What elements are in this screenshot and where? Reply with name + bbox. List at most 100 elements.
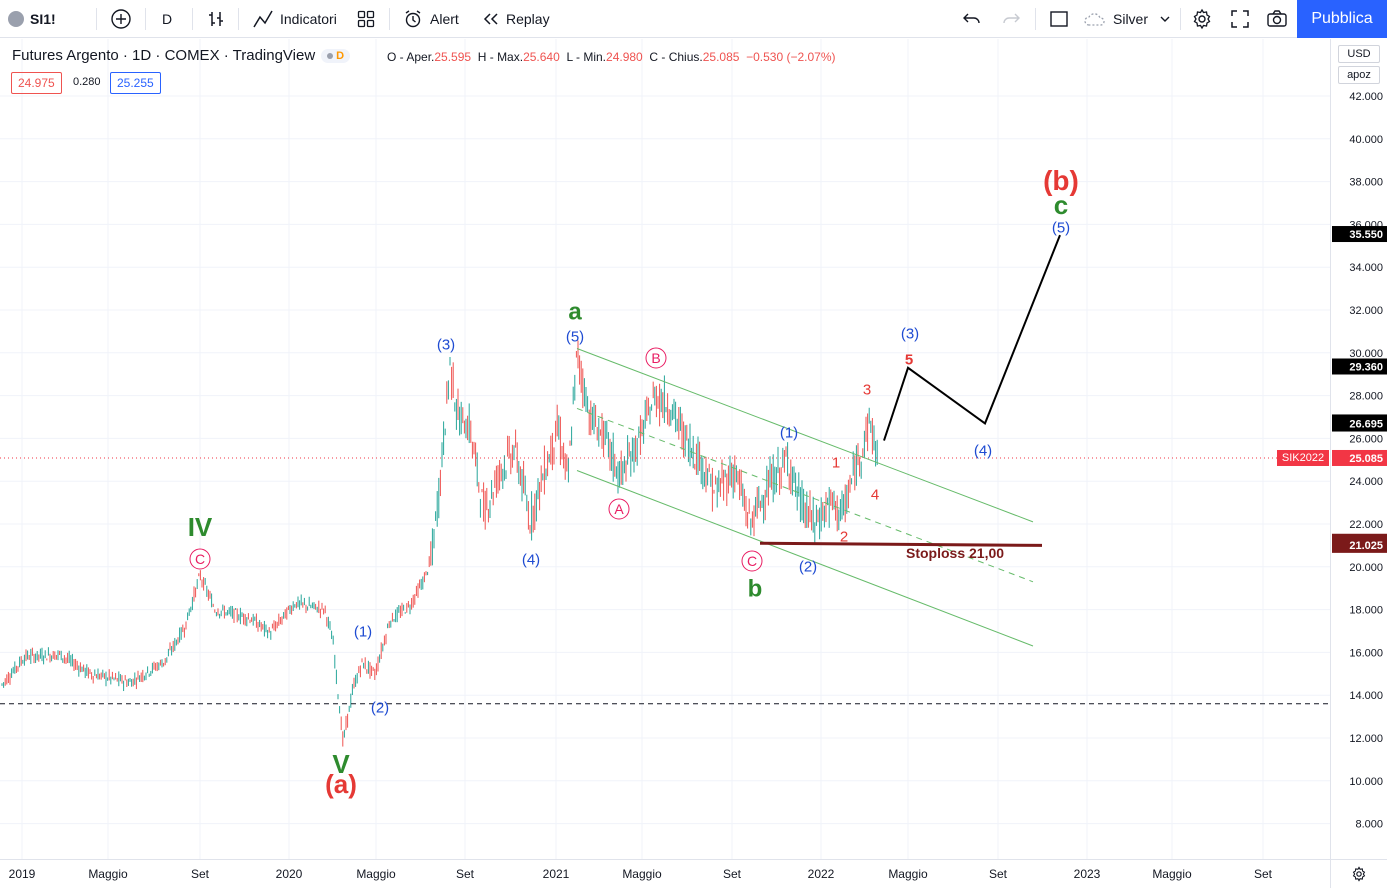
price-tick-label: 10.000 bbox=[1349, 776, 1383, 788]
wave-label: C bbox=[747, 553, 757, 569]
time-tick-label: Maggio bbox=[356, 867, 396, 881]
top-toolbar: SI1! D Indicatori Alert Replay Silver bbox=[0, 0, 1387, 38]
time-tick-label: Maggio bbox=[88, 867, 128, 881]
symbol-search[interactable]: SI1! bbox=[8, 0, 56, 38]
wave-label: 4 bbox=[871, 486, 879, 503]
currency-select[interactable]: USD bbox=[1338, 45, 1380, 63]
stoploss-line bbox=[759, 541, 1043, 547]
fullscreen-icon bbox=[1231, 10, 1249, 28]
symbol-name: SI1! bbox=[30, 11, 56, 27]
time-tick-label: Set bbox=[1254, 867, 1273, 881]
projection-path bbox=[883, 234, 1061, 441]
fullscreen-button[interactable] bbox=[1230, 0, 1250, 38]
wave-label: IV bbox=[188, 512, 213, 542]
chevron-down-icon bbox=[1160, 16, 1170, 22]
time-axis[interactable]: 2019 Maggio Set 2020 Maggio Set 2021 Maggio Set 2… bbox=[0, 859, 1330, 888]
square-icon bbox=[1050, 11, 1068, 27]
time-tick-label: 2020 bbox=[276, 867, 303, 881]
templates-button[interactable] bbox=[357, 0, 375, 38]
price-tick-label: 14.000 bbox=[1349, 690, 1383, 702]
wave-label: (5) bbox=[566, 328, 584, 345]
wave-label: 2 bbox=[840, 528, 848, 545]
chart-title[interactable]: Futures Argento · 1D · COMEX · TradingVi… bbox=[12, 47, 316, 64]
market-status-badge: D bbox=[321, 48, 351, 63]
scale-mode-label: apoz bbox=[1347, 69, 1371, 81]
price-label-bg bbox=[1332, 415, 1387, 432]
settings-button[interactable] bbox=[1191, 0, 1213, 38]
price-axis[interactable]: USD apoz 42.000 40.000 38.000 36.000 34.000 3… bbox=[1330, 39, 1387, 859]
price-tick-label: 34.000 bbox=[1349, 262, 1383, 274]
price-tick-label: 24.000 bbox=[1349, 476, 1383, 488]
screenshot-button[interactable] bbox=[1266, 0, 1288, 38]
alert-button[interactable]: Alert bbox=[403, 0, 459, 38]
wave-label: (b) bbox=[1043, 165, 1079, 196]
price-tick-label: 12.000 bbox=[1349, 733, 1383, 745]
time-tick-label: 2021 bbox=[543, 867, 570, 881]
indicators-button[interactable]: Indicatori bbox=[252, 0, 337, 38]
symbol-tag-label: SIK2022 bbox=[1281, 452, 1325, 464]
wave-label: (4) bbox=[522, 551, 540, 568]
undo-button[interactable] bbox=[962, 0, 982, 38]
price-tick-label: 8.000 bbox=[1355, 819, 1383, 831]
price-tick-label: 20.000 bbox=[1349, 562, 1383, 574]
price-chart[interactable]: IV C V(a) (1) (2) (3) (4) a (5) B A Cb (1) (2) 1 2 3 4 5 (3… bbox=[0, 39, 1330, 859]
bar-chart-icon bbox=[209, 12, 223, 26]
cloud-icon bbox=[1084, 13, 1105, 26]
scale-mode-select[interactable]: apoz bbox=[1338, 66, 1380, 84]
buy-price-box[interactable]: 25.255 bbox=[110, 72, 161, 94]
price-tick-label: 42.000 bbox=[1349, 91, 1383, 103]
gear-icon bbox=[1352, 866, 1366, 882]
layout-name-menu[interactable]: Silver bbox=[1083, 0, 1172, 38]
channel-lower bbox=[576, 470, 1034, 647]
price-tick-label: 38.000 bbox=[1349, 177, 1383, 189]
candles bbox=[1, 340, 878, 747]
time-tick-label: Maggio bbox=[622, 867, 662, 881]
symbol-price-tag: SIK2022 bbox=[1277, 450, 1329, 466]
price-tick-label: 18.000 bbox=[1349, 605, 1383, 617]
price-axis-svg: 42.00040.00038.00036.00034.00032.00030.0… bbox=[1332, 91, 1387, 831]
time-tick-label: Set bbox=[456, 867, 475, 881]
replay-button[interactable]: Replay bbox=[482, 0, 550, 38]
price-label-bg bbox=[1332, 358, 1387, 375]
price-label: 29.360 bbox=[1349, 361, 1383, 373]
wave-circle bbox=[645, 347, 667, 369]
price-label-bg bbox=[1332, 536, 1387, 553]
time-tick-label: 2019 bbox=[9, 867, 36, 881]
wave-label: (1) bbox=[780, 424, 798, 441]
wave-circle bbox=[741, 550, 763, 572]
time-tick-label: 2022 bbox=[808, 867, 835, 881]
price-label: 25.085 bbox=[1349, 453, 1383, 465]
chart-type-button[interactable] bbox=[206, 0, 226, 38]
interval-button[interactable]: D bbox=[162, 0, 172, 38]
price-tick-label: 28.000 bbox=[1349, 391, 1383, 403]
high-value: 25.640 bbox=[523, 50, 560, 64]
rewind-icon bbox=[483, 13, 498, 25]
wave-label: (2) bbox=[371, 699, 389, 716]
wave-label: A bbox=[614, 501, 624, 517]
price-tick-label: 40.000 bbox=[1349, 134, 1383, 146]
wave-label: a bbox=[568, 298, 582, 325]
price-tick-label: 32.000 bbox=[1349, 305, 1383, 317]
publish-button[interactable]: Pubblica bbox=[1297, 0, 1387, 38]
alarm-clock-icon bbox=[405, 10, 421, 28]
alert-label: Alert bbox=[430, 11, 459, 27]
wave-label: (3) bbox=[437, 336, 455, 353]
layout-button[interactable] bbox=[1049, 0, 1069, 38]
publish-label: Pubblica bbox=[1311, 10, 1373, 27]
wave-label: b bbox=[748, 575, 763, 602]
gear-icon bbox=[1193, 8, 1211, 30]
price-label: 35.550 bbox=[1349, 229, 1383, 241]
sell-price-box[interactable]: 24.975 bbox=[11, 72, 62, 94]
wave-label: 5 bbox=[905, 351, 913, 368]
channel-upper bbox=[576, 348, 1034, 523]
wave-circle bbox=[189, 548, 211, 570]
interval-label: D bbox=[162, 11, 173, 27]
add-symbol-button[interactable] bbox=[110, 0, 132, 38]
chart-legend: Futures Argento · 1D · COMEX · TradingVi… bbox=[12, 47, 351, 64]
price-label: 21.025 bbox=[1349, 540, 1383, 552]
high-label: H - Max. bbox=[477, 50, 524, 64]
indicators-label: Indicatori bbox=[280, 11, 337, 27]
redo-button[interactable] bbox=[1001, 0, 1021, 38]
axis-settings-button[interactable] bbox=[1330, 859, 1387, 888]
